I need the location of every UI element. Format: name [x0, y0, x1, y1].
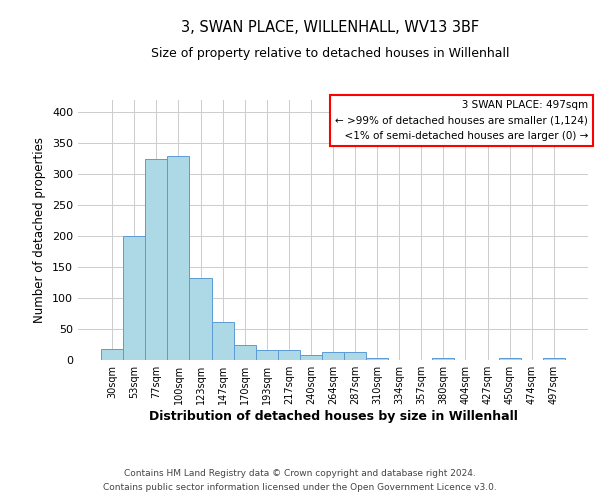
Bar — [167, 156, 190, 360]
Bar — [101, 349, 123, 360]
Bar — [344, 352, 366, 360]
Bar — [322, 352, 344, 360]
Y-axis label: Number of detached properties: Number of detached properties — [34, 137, 46, 323]
Bar — [212, 322, 233, 360]
Bar — [499, 358, 521, 360]
Bar — [233, 344, 256, 360]
Bar — [543, 358, 565, 360]
Bar — [278, 350, 300, 360]
Text: 3 SWAN PLACE: 497sqm
← >99% of detached houses are smaller (1,124)
  <1% of semi: 3 SWAN PLACE: 497sqm ← >99% of detached … — [335, 100, 588, 141]
Text: 3, SWAN PLACE, WILLENHALL, WV13 3BF: 3, SWAN PLACE, WILLENHALL, WV13 3BF — [181, 20, 479, 35]
X-axis label: Distribution of detached houses by size in Willenhall: Distribution of detached houses by size … — [149, 410, 517, 423]
Bar — [256, 350, 278, 360]
Text: Size of property relative to detached houses in Willenhall: Size of property relative to detached ho… — [151, 48, 509, 60]
Bar — [145, 159, 167, 360]
Text: Contains HM Land Registry data © Crown copyright and database right 2024.: Contains HM Land Registry data © Crown c… — [124, 468, 476, 477]
Bar — [123, 236, 145, 360]
Bar — [433, 358, 454, 360]
Bar — [190, 278, 212, 360]
Bar — [300, 355, 322, 360]
Text: Contains public sector information licensed under the Open Government Licence v3: Contains public sector information licen… — [103, 484, 497, 492]
Bar — [366, 358, 388, 360]
